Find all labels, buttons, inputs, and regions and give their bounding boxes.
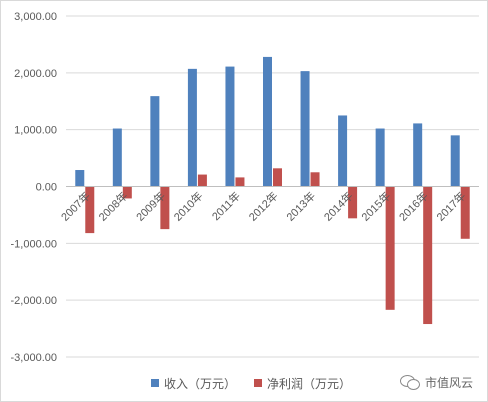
y-tick-label: -3,000.00: [11, 352, 57, 364]
bar-revenue: [225, 66, 235, 187]
legend-label-net-profit: 净利润（万元）: [267, 376, 352, 391]
legend-label-revenue: 收入（万元）: [164, 376, 237, 391]
x-tick-label: 2013年: [283, 189, 318, 224]
y-tick-label: 3,000.00: [14, 11, 57, 23]
x-tick-label: 2010年: [171, 189, 206, 224]
bar-net-profit: [348, 186, 358, 219]
bar-net-profit: [273, 168, 282, 187]
bar-revenue: [75, 170, 85, 187]
bar-revenue: [375, 128, 385, 187]
x-tick-label: 2008年: [95, 189, 130, 224]
legend: 收入（万元） 净利润（万元）: [151, 374, 369, 392]
legend-item-net-profit: 净利润（万元）: [254, 375, 351, 392]
bar-revenue: [413, 123, 423, 187]
legend-swatch-net-profit: [254, 379, 263, 387]
gridlines: [66, 15, 479, 358]
x-tick-label: 2011年: [209, 189, 243, 223]
y-tick-label: 1,000.00: [14, 125, 57, 137]
bar-net-profit: [85, 186, 95, 234]
y-tick-label: 2,000.00: [14, 68, 57, 80]
bar-net-profit: [122, 186, 132, 199]
y-tick-label: 0.00: [36, 182, 57, 194]
legend-item-revenue: 收入（万元）: [151, 375, 236, 392]
legend-swatch-revenue: [151, 379, 159, 387]
y-axis-ticks: 3,000.00 2,000.00 1,000.00 0.00 -1,000.00 -2,…: [11, 11, 57, 364]
x-axis-ticks: 2007年 2008年 2009年 2010年 2011年 2012年 2013年 2014年…: [58, 189, 468, 224]
bar-net-profit: [235, 177, 245, 187]
bar-revenue: [187, 68, 197, 187]
wechat-icon: [400, 374, 420, 390]
bar-net-profit: [385, 186, 395, 310]
bar-net-profit: [423, 186, 433, 325]
bar-revenue: [300, 71, 310, 187]
bar-net-profit: [310, 172, 320, 187]
watermark-text: 市值风云: [425, 375, 474, 390]
bars: [66, 56, 479, 325]
bar-revenue: [150, 96, 160, 187]
x-tick-label: 2012年: [246, 189, 281, 224]
y-tick-label: -2,000.00: [11, 295, 57, 307]
bar-net-profit: [460, 186, 470, 239]
bar-net-profit: [160, 186, 170, 230]
bar-revenue: [338, 115, 348, 187]
bar-revenue: [450, 135, 460, 187]
y-tick-label: -1,000.00: [11, 238, 57, 250]
bar-revenue: [112, 128, 122, 187]
watermark: 市值风云: [400, 370, 473, 394]
bar-net-profit: [197, 174, 207, 187]
bar-revenue: [263, 56, 272, 187]
